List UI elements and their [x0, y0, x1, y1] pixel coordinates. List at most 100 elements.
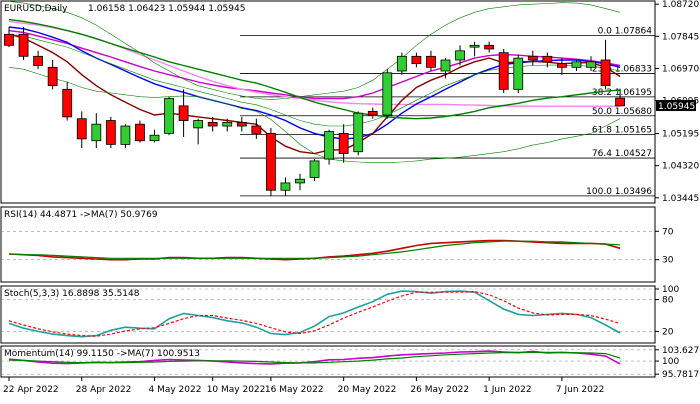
candle-body	[309, 160, 320, 178]
momentum-grid: 103.6272100 95.7817	[1, 346, 700, 380]
candle-body	[33, 55, 43, 66]
candle-body	[527, 55, 538, 61]
candle-body	[367, 110, 378, 116]
rsi-panel-frame	[0, 206, 656, 283]
fib-label: 38.2 1.06195	[592, 88, 652, 98]
candle-body	[426, 55, 436, 68]
candle-body	[586, 61, 596, 68]
x-tick-label: 7 Jun 2022	[556, 385, 604, 395]
series-line	[8, 240, 621, 259]
x-tick-label: 4 May 2022	[149, 385, 202, 395]
series-line	[8, 290, 621, 338]
candle-body	[484, 44, 495, 50]
candle-body	[615, 97, 625, 107]
candle-body	[164, 98, 174, 134]
stoch-panel-frame	[0, 285, 656, 344]
candle-body	[135, 123, 145, 142]
candle-body	[571, 61, 582, 68]
candle-body	[222, 121, 233, 127]
candle-body	[91, 123, 102, 142]
main-y-tick-label: 1.07845	[662, 32, 699, 42]
candle-body	[542, 55, 553, 63]
candle-body	[18, 33, 29, 57]
main-y-tick-label: 1.04320	[662, 162, 699, 172]
x-tick-label: 1 Jun 2022	[483, 385, 531, 395]
candle-body	[149, 134, 160, 142]
fib-label: 76.4 1.04527	[592, 149, 652, 159]
x-tick-label: 16 May 2022	[265, 385, 324, 395]
main-title: EURUSD,Daily	[4, 4, 68, 14]
last-price-label: 1.05945	[658, 102, 695, 112]
main-ohlc: 1.06158 1.06423 1.05944 1.05945	[88, 4, 245, 14]
fib-label: 50.0 1.05680	[592, 107, 652, 117]
candle-body	[338, 132, 349, 154]
series-line	[8, 351, 621, 364]
main-y-tick-label: 1.03445	[662, 194, 699, 204]
momentum-label: Momentum(14) 99.1150 ->MA(7) 100.9513	[4, 349, 200, 359]
main-indicator-line	[8, 1, 621, 100]
x-axis: 22 Apr 2022 28 Apr 2022 4 May 2022 10 May 2…	[3, 377, 604, 395]
candle-body	[324, 131, 335, 160]
candle-body	[498, 52, 509, 90]
fib-label: 0.0 1.07864	[598, 27, 653, 37]
x-tick-label: 10 May 2022	[207, 385, 266, 395]
rsi-label: RSI(14) 44.4871 ->MA(7) 50.9769	[4, 210, 158, 220]
y-tick-label: 100	[662, 285, 679, 295]
momentum-lines	[8, 350, 621, 365]
candle-body	[265, 132, 276, 191]
stoch-label: Stoch(5,3,3) 16.8898 35.5148	[4, 289, 140, 299]
candle-body	[557, 63, 567, 68]
candle-body	[76, 118, 87, 140]
y-tick-label: 80	[662, 296, 674, 306]
x-tick-label: 28 Apr 2022	[76, 385, 132, 395]
last-price-box	[656, 100, 696, 112]
candle-body	[4, 33, 14, 46]
main-candles	[4, 26, 625, 196]
main-y-tick-label: 1.06970	[662, 64, 699, 74]
main-panel-frame	[0, 0, 656, 204]
candle-body	[178, 105, 189, 121]
y-tick-label: 100	[662, 357, 679, 367]
candle-body	[411, 55, 422, 65]
fib-label: 23.6 1.06833	[592, 64, 652, 74]
candle-body	[120, 125, 131, 145]
y-tick-label: 95.7817	[662, 370, 699, 380]
candle-body	[280, 182, 291, 191]
x-tick-label: 20 May 2022	[338, 385, 397, 395]
candle-body	[353, 112, 364, 153]
fib-label: 100.0 1.03496	[586, 187, 652, 197]
last-price-marker: 1.05945	[656, 100, 696, 112]
fib-label: 61.8 1.05165	[592, 126, 652, 136]
x-tick-label: 22 Apr 2022	[3, 385, 59, 395]
candle-body	[440, 59, 451, 72]
candle-body	[251, 125, 262, 134]
candle-body	[295, 178, 305, 184]
candle-body	[455, 50, 465, 61]
main-y-tick-label: 1.05195	[662, 130, 699, 140]
candle-body	[207, 121, 218, 127]
y-tick-label: 103.6272	[662, 346, 700, 356]
candle-body	[236, 121, 247, 127]
main-indicator-line	[8, 67, 621, 163]
candle-body	[47, 66, 58, 87]
candle-body	[600, 59, 611, 87]
candle-body	[513, 57, 524, 90]
y-tick-label: 20	[662, 327, 674, 337]
candle-body	[382, 72, 393, 116]
candle-body	[193, 120, 204, 129]
y-tick-label: 70	[662, 227, 674, 237]
candle-body	[105, 120, 116, 145]
candle-body	[396, 55, 407, 72]
main-y-tick-label: 1.08720	[662, 0, 699, 10]
stoch-lines	[8, 290, 621, 338]
main-indicator-line	[8, 18, 621, 120]
y-tick-label: 30	[662, 256, 674, 266]
candle-body	[62, 88, 73, 118]
x-tick-label: 26 May 2022	[410, 385, 469, 395]
rsi-lines	[8, 239, 621, 261]
series-line	[8, 290, 621, 337]
candle-body	[469, 44, 480, 48]
